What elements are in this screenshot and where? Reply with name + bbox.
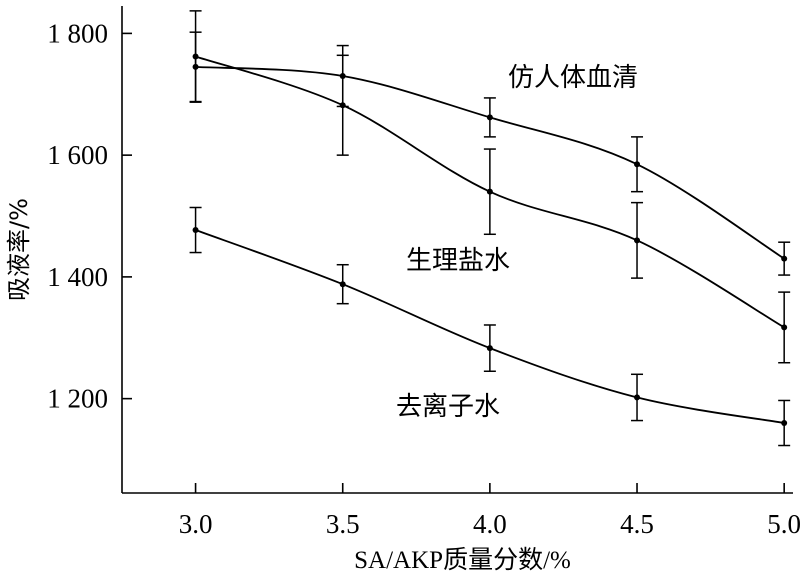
y-axis-ticks: 1 200 1 400 1 600 1 800 [47, 18, 132, 414]
series-label-serum: 仿人体血清 [508, 63, 638, 93]
data-point [486, 188, 493, 195]
data-point [486, 345, 493, 352]
x-axis-ticks: 3.0 3.5 4.0 4.5 5.0 [179, 483, 800, 539]
data-point [192, 53, 199, 60]
data-point [781, 419, 788, 426]
y-axis-label: 吸液率/% [5, 198, 33, 301]
series-label-water: 去离子水 [396, 392, 500, 422]
y-tick-label: 1 600 [47, 140, 108, 170]
series-label-saline: 生理盐水 [406, 246, 510, 276]
chart-axes [121, 6, 793, 494]
y-tick-label: 1 400 [47, 262, 108, 292]
data-point [339, 281, 346, 288]
data-point [634, 237, 641, 244]
y-tick-label: 1 200 [47, 384, 108, 414]
x-tick-label: 3.0 [179, 509, 213, 539]
x-tick-label: 4.0 [473, 509, 507, 539]
x-tick-label: 3.5 [326, 509, 360, 539]
series-saline [189, 10, 791, 364]
x-tick-label: 5.0 [767, 509, 800, 539]
data-point [339, 102, 346, 109]
x-axis-label: SA/AKP质量分数/% [354, 546, 571, 574]
data-point [486, 114, 493, 121]
series-layer [189, 10, 791, 447]
series-water [189, 206, 791, 447]
y-tick-label: 1 800 [47, 18, 108, 48]
data-point [192, 227, 199, 234]
data-point [781, 255, 788, 262]
data-point [634, 161, 641, 168]
x-tick-label: 4.5 [620, 509, 654, 539]
data-point [634, 394, 641, 401]
data-point [781, 324, 788, 331]
